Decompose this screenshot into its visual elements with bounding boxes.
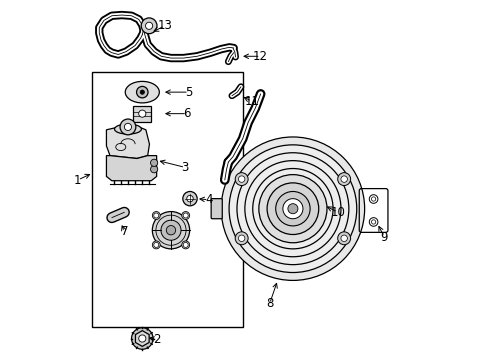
Polygon shape: [106, 127, 149, 158]
Circle shape: [166, 226, 175, 235]
Circle shape: [235, 173, 247, 185]
Circle shape: [150, 159, 158, 166]
Circle shape: [140, 90, 144, 94]
Circle shape: [238, 235, 244, 242]
Circle shape: [120, 119, 136, 135]
Ellipse shape: [125, 81, 159, 103]
Circle shape: [368, 195, 377, 203]
Circle shape: [183, 242, 188, 247]
Circle shape: [275, 192, 309, 226]
Circle shape: [152, 212, 189, 249]
FancyBboxPatch shape: [211, 199, 222, 219]
Text: 12: 12: [253, 50, 267, 63]
Circle shape: [183, 213, 188, 218]
Circle shape: [131, 328, 153, 349]
Circle shape: [235, 232, 247, 245]
Circle shape: [287, 204, 297, 214]
Circle shape: [266, 183, 318, 234]
FancyBboxPatch shape: [133, 106, 151, 122]
Circle shape: [340, 176, 346, 182]
Ellipse shape: [152, 212, 160, 220]
Text: 9: 9: [380, 231, 387, 244]
Bar: [92, 72, 242, 327]
Circle shape: [337, 173, 350, 185]
Text: 2: 2: [153, 333, 160, 346]
Text: 8: 8: [265, 297, 273, 310]
Circle shape: [228, 145, 356, 273]
Text: 4: 4: [204, 193, 212, 206]
Circle shape: [237, 153, 348, 265]
Text: 5: 5: [185, 86, 192, 99]
Circle shape: [153, 242, 159, 247]
Circle shape: [136, 86, 148, 98]
Circle shape: [139, 335, 145, 342]
Ellipse shape: [152, 241, 160, 249]
Circle shape: [153, 213, 159, 218]
Circle shape: [258, 175, 326, 243]
Polygon shape: [106, 156, 156, 181]
Circle shape: [161, 220, 181, 240]
Circle shape: [340, 235, 346, 242]
Circle shape: [124, 123, 131, 131]
Circle shape: [238, 176, 244, 182]
Circle shape: [337, 232, 350, 245]
Text: 6: 6: [183, 107, 190, 120]
Circle shape: [139, 110, 145, 117]
Polygon shape: [135, 330, 149, 346]
Text: 10: 10: [329, 206, 345, 219]
Circle shape: [221, 137, 364, 280]
Circle shape: [282, 199, 303, 219]
Text: 11: 11: [244, 95, 259, 108]
Circle shape: [368, 218, 377, 226]
Text: 7: 7: [121, 225, 128, 238]
Text: 1: 1: [74, 174, 81, 186]
Ellipse shape: [114, 124, 141, 134]
Text: 13: 13: [157, 19, 172, 32]
Circle shape: [150, 166, 158, 173]
Ellipse shape: [182, 241, 189, 249]
Text: 3: 3: [181, 161, 189, 174]
Circle shape: [145, 22, 152, 30]
Circle shape: [183, 192, 197, 206]
Circle shape: [244, 161, 340, 257]
Circle shape: [252, 168, 332, 249]
Ellipse shape: [182, 212, 189, 220]
Circle shape: [141, 18, 157, 34]
Circle shape: [186, 195, 193, 202]
